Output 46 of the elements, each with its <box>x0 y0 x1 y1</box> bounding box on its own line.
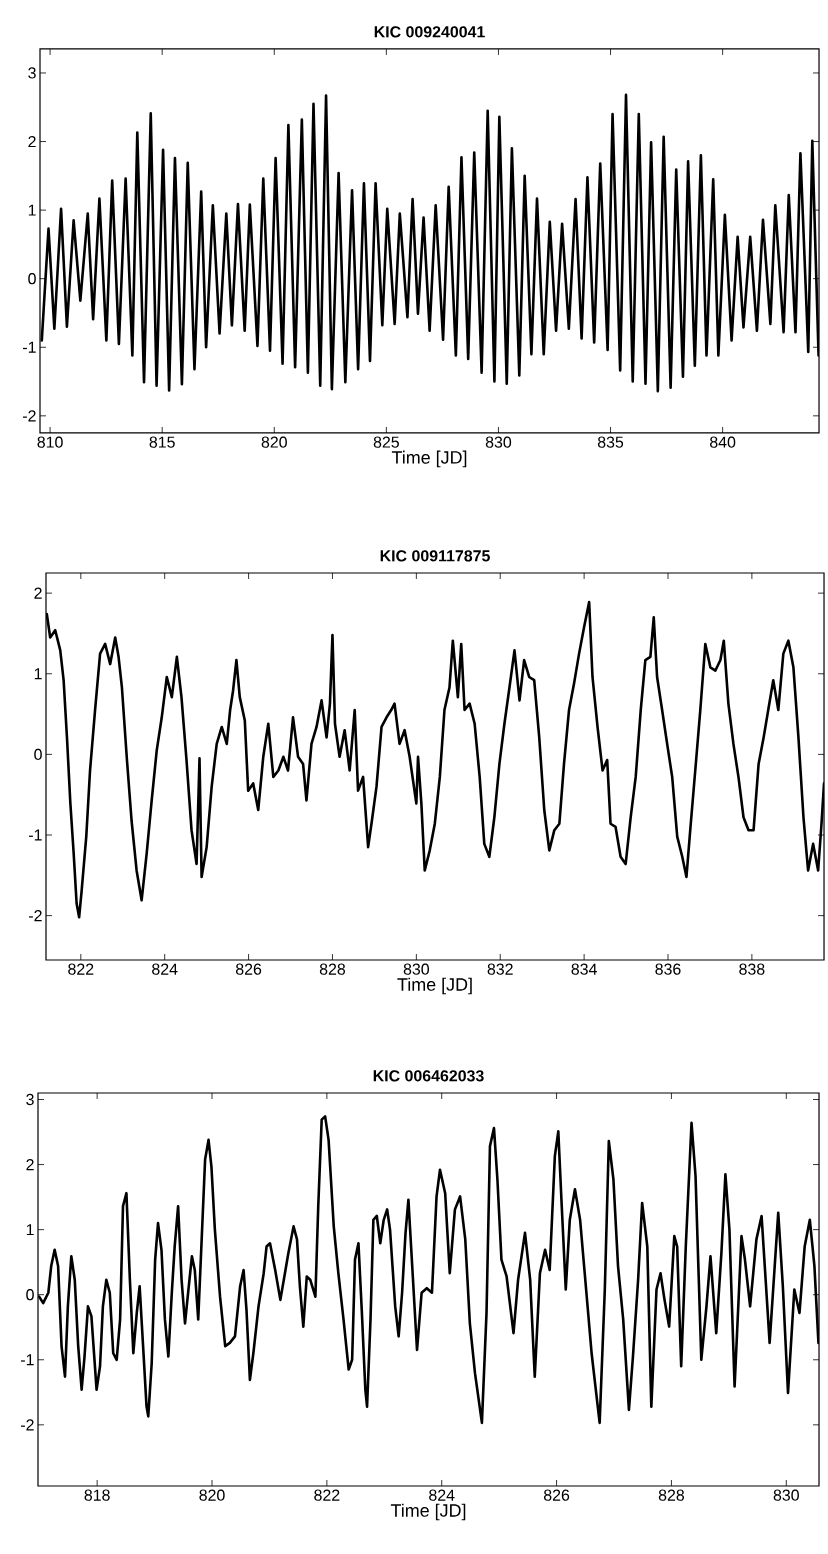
x-tick-label: 840 <box>710 436 736 448</box>
x-tick-label: 828 <box>658 1489 685 1501</box>
y-tick-label: 1 <box>28 204 36 216</box>
x-tick-label: 824 <box>429 1489 455 1501</box>
x-tick-label: 822 <box>68 963 94 975</box>
y-tick-label: -2 <box>23 410 36 422</box>
x-tick-label: 832 <box>487 963 513 975</box>
x-tick-label: 830 <box>773 1489 799 1501</box>
x-tick-label: 825 <box>373 436 399 448</box>
y-tick-label: 1 <box>26 1224 34 1236</box>
y-tick-label: 2 <box>34 587 42 599</box>
y-tick-label: -1 <box>21 1354 34 1366</box>
x-tick-label: 838 <box>739 963 765 975</box>
x-tick-label: 828 <box>319 963 346 975</box>
x-tick-label: 834 <box>571 963 597 975</box>
y-tick-label: 2 <box>26 1159 34 1171</box>
y-tick-label: 0 <box>28 273 36 285</box>
y-tick-label: -2 <box>29 910 42 922</box>
x-tick-label: 820 <box>261 436 287 448</box>
x-tick-label: 830 <box>403 963 430 975</box>
y-tick-label: 3 <box>26 1093 34 1106</box>
x-tick-label: 836 <box>655 963 681 975</box>
y-tick-label: -2 <box>21 1419 34 1431</box>
y-tick-label: 2 <box>28 135 36 148</box>
y-tick-label: 1 <box>34 668 42 680</box>
y-tick-label: -1 <box>23 341 36 353</box>
x-tick-label: 810 <box>37 436 63 448</box>
chart-title: KIC 009117875 <box>380 550 490 562</box>
chart-title: KIC 009240041 <box>374 26 485 38</box>
x-tick-label: 826 <box>543 1489 570 1501</box>
x-tick-label: 818 <box>84 1489 110 1501</box>
x-axis-title: Time [JD] <box>397 977 472 995</box>
x-axis-title: Time [JD] <box>391 450 467 468</box>
x-tick-label: 815 <box>149 436 175 448</box>
x-axis-title: Time [JD] <box>390 1503 466 1521</box>
y-tick-label: 0 <box>34 748 42 761</box>
x-tick-label: 835 <box>597 436 624 448</box>
y-tick-label: 0 <box>26 1289 34 1301</box>
chart-title: KIC 006462033 <box>373 1070 484 1082</box>
x-tick-label: 822 <box>314 1489 340 1501</box>
y-tick-label: 3 <box>28 67 36 79</box>
x-tick-label: 824 <box>152 963 178 975</box>
y-tick-label: -1 <box>29 829 42 841</box>
x-tick-label: 826 <box>235 963 262 975</box>
x-tick-label: 830 <box>485 436 512 448</box>
x-tick-label: 820 <box>199 1489 225 1501</box>
